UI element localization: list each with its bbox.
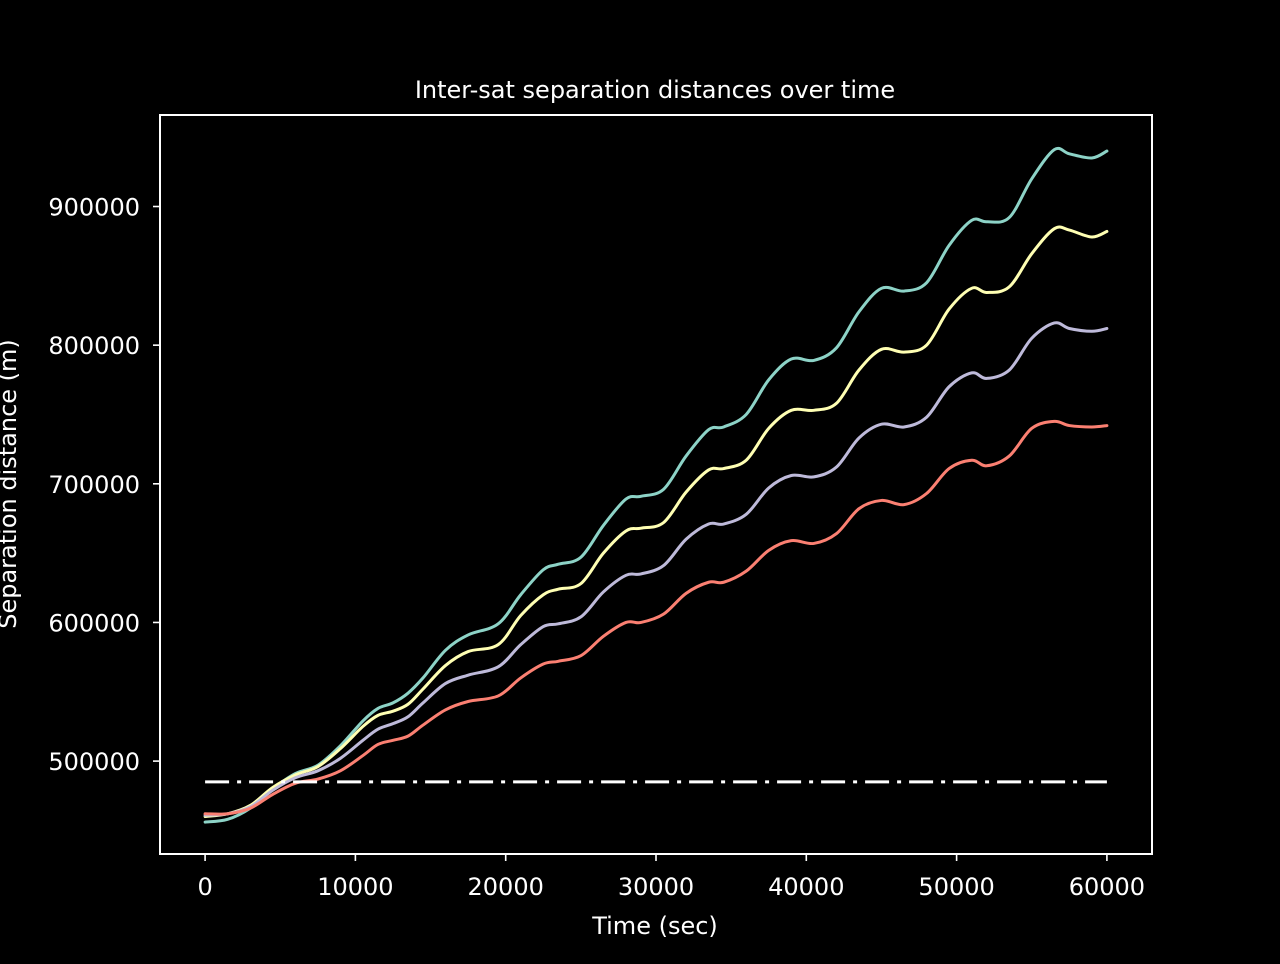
y-tick-label: 900000 bbox=[48, 194, 140, 222]
y-tick-label: 700000 bbox=[48, 471, 140, 499]
x-tick-label: 0 bbox=[197, 873, 212, 901]
series-line-2 bbox=[203, 225, 1109, 819]
chart-title: Inter-sat separation distances over time bbox=[415, 76, 895, 104]
x-axis-label: Time (sec) bbox=[591, 912, 718, 940]
series-line-4 bbox=[203, 419, 1109, 816]
y-tick-label: 800000 bbox=[48, 332, 140, 360]
series-line-3 bbox=[203, 321, 1109, 817]
x-tick-label: 60000 bbox=[1069, 873, 1145, 901]
series-line-1 bbox=[203, 146, 1109, 824]
axes: 0 10000 20000 30000 40000 50000 60000 500000 600… bbox=[48, 114, 1153, 901]
x-tick-label: 40000 bbox=[768, 873, 844, 901]
x-tick-label: 20000 bbox=[468, 873, 544, 901]
x-tick-label: 50000 bbox=[918, 873, 994, 901]
y-axis-label: Separation distance (m) bbox=[0, 339, 22, 629]
y-tick-label: 600000 bbox=[48, 609, 140, 637]
x-tick-label: 10000 bbox=[317, 873, 393, 901]
plot-area bbox=[203, 146, 1109, 824]
y-tick-label: 500000 bbox=[48, 748, 140, 776]
x-tick-label: 30000 bbox=[618, 873, 694, 901]
